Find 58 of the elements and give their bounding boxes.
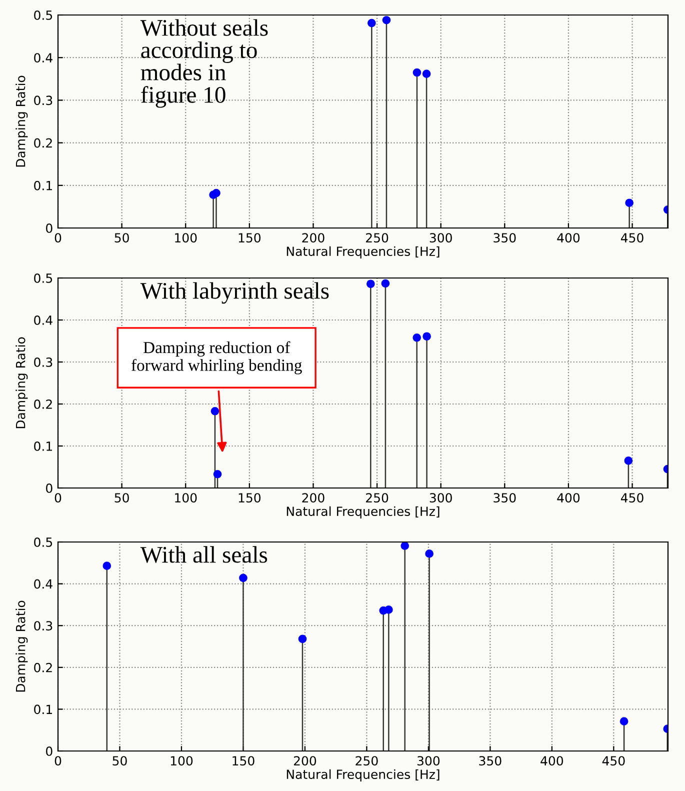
annotation: Damping reduction of forward whirling bending	[131, 341, 302, 374]
y-tick-label: 0	[46, 483, 52, 493]
x-tick-label: 300	[417, 756, 440, 766]
x-tick-label: 0	[54, 233, 62, 243]
x-tick-label: 350	[494, 493, 516, 503]
y-tick-label: 0	[46, 746, 52, 756]
x-tick-label: 150	[238, 493, 261, 503]
text: Without seals according to modes in figure 10	[140, 19, 268, 108]
x-tick-label: 300	[430, 493, 452, 503]
y-tick-label: 0.5	[34, 10, 52, 20]
x-tick-label: 400	[557, 233, 580, 243]
x-tick-label: 100	[170, 756, 193, 766]
x-tick-label: 250	[366, 493, 388, 503]
chart-title: With labyrinth seals	[140, 282, 329, 304]
chart-title: With all seals	[140, 546, 268, 563]
x-tick-label: 50	[114, 493, 129, 503]
y-tick-label: 0.5	[34, 537, 52, 547]
y-tick-label: 0.3	[34, 357, 52, 367]
y-tick-label: 0.1	[34, 704, 52, 714]
x-tick-label: 100	[175, 233, 197, 243]
x-tick-label: 0	[54, 493, 62, 503]
y-tick-label: 0.4	[34, 315, 52, 325]
y-axis-title: Damping Ratio	[16, 76, 28, 167]
x-tick-label: 200	[302, 233, 324, 243]
x-axis-title: Natural Frequencies [Hz]	[286, 769, 440, 782]
x-tick-label: 250	[356, 756, 378, 766]
y-tick-label: 0.3	[34, 621, 52, 631]
y-tick-label: 0.2	[34, 662, 52, 672]
y-axis-title: Damping Ratio	[16, 337, 28, 428]
x-tick-label: 400	[557, 493, 580, 503]
y-axis-title: Damping Ratio	[16, 600, 28, 692]
y-tick-label: 0.4	[34, 53, 52, 63]
y-tick-label: 0.3	[34, 96, 52, 106]
x-tick-label: 250	[366, 233, 388, 243]
x-tick-label: 450	[620, 233, 644, 243]
x-tick-label: 100	[175, 493, 197, 503]
x-tick-label: 350	[479, 756, 502, 766]
y-tick-label: 0.2	[34, 399, 52, 409]
y-tick-label: 0.1	[34, 180, 52, 190]
x-tick-label: 350	[494, 233, 516, 243]
x-tick-label: 150	[232, 756, 254, 766]
x-tick-label: 150	[238, 233, 261, 243]
x-tick-label: 450	[602, 756, 625, 766]
x-tick-label: 300	[430, 233, 452, 243]
y-tick-label: 0.1	[34, 441, 52, 451]
y-tick-label: 0.4	[34, 579, 52, 589]
x-tick-label: 50	[114, 233, 129, 243]
y-tick-label: 0.2	[34, 138, 52, 148]
x-axis-title: Natural Frequencies [Hz]	[286, 246, 440, 258]
y-tick-label: 0.5	[34, 273, 52, 283]
x-tick-label: 50	[112, 756, 127, 766]
x-tick-label: 200	[302, 493, 324, 503]
x-tick-label: 0	[54, 756, 62, 766]
x-tick-label: 400	[540, 756, 564, 766]
y-tick-label: 0	[46, 223, 52, 233]
x-tick-label: 450	[620, 493, 644, 503]
x-tick-label: 200	[294, 756, 316, 766]
x-axis-title: Natural Frequencies [Hz]	[286, 506, 440, 518]
